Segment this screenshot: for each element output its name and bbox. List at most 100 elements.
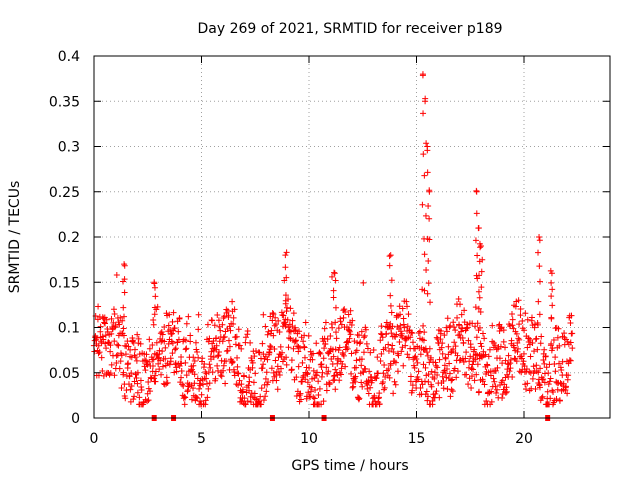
data-point <box>550 389 557 396</box>
data-point <box>150 321 157 328</box>
data-point <box>503 388 510 395</box>
data-point <box>414 359 421 366</box>
data-point <box>242 334 249 341</box>
data-point <box>545 381 552 388</box>
data-point <box>441 362 448 369</box>
data-point <box>515 297 522 304</box>
data-point <box>497 343 504 350</box>
data-point <box>120 369 127 376</box>
data-point <box>428 383 435 390</box>
data-point <box>440 385 447 392</box>
data-point <box>102 320 109 327</box>
data-point <box>346 335 353 342</box>
data-point <box>369 377 376 384</box>
data-point <box>113 271 120 278</box>
data-point <box>536 263 543 270</box>
data-point <box>554 334 561 341</box>
data-point <box>356 340 363 347</box>
data-point <box>162 344 169 351</box>
data-point <box>111 372 118 379</box>
data-point <box>439 350 446 357</box>
data-point <box>270 332 277 339</box>
data-point <box>434 371 441 378</box>
data-point <box>433 388 440 395</box>
data-point <box>426 215 433 222</box>
data-point <box>132 354 139 361</box>
data-point <box>492 367 499 374</box>
data-point <box>306 393 313 400</box>
data-point <box>338 321 345 328</box>
data-point <box>366 368 373 375</box>
data-point <box>327 332 334 339</box>
data-point <box>334 357 341 364</box>
data-point <box>489 322 496 329</box>
data-point <box>463 371 470 378</box>
data-point <box>272 314 279 321</box>
data-point <box>332 386 339 393</box>
data-point <box>202 397 209 404</box>
data-point <box>323 364 330 371</box>
data-point <box>508 310 515 317</box>
data-point <box>258 385 265 392</box>
data-point <box>172 345 179 352</box>
data-point <box>95 303 102 310</box>
data-point <box>258 401 265 408</box>
data-point <box>385 341 392 348</box>
data-point <box>251 390 258 397</box>
data-point <box>152 378 159 385</box>
data-point <box>568 312 575 319</box>
data-point <box>443 324 450 331</box>
data-point <box>358 356 365 363</box>
data-point <box>108 330 115 337</box>
data-point <box>548 340 555 347</box>
data-point <box>420 361 427 368</box>
data-point <box>209 369 216 376</box>
data-point <box>342 363 349 370</box>
data-point <box>532 385 539 392</box>
data-point <box>424 290 431 297</box>
data-point <box>213 342 220 349</box>
data-point <box>502 357 509 364</box>
data-point <box>567 339 574 346</box>
data-point <box>539 376 546 383</box>
data-point <box>195 311 202 318</box>
data-point <box>350 383 357 390</box>
data-point <box>107 370 114 377</box>
data-point <box>190 385 197 392</box>
data-point <box>457 301 464 308</box>
data-point <box>146 358 153 365</box>
data-point <box>250 379 257 386</box>
data-point <box>415 376 422 383</box>
data-point <box>198 391 205 398</box>
data-point <box>531 321 538 328</box>
data-point <box>330 294 337 301</box>
data-point <box>292 337 299 344</box>
data-point <box>339 361 346 368</box>
data-point <box>263 388 270 395</box>
data-point <box>508 337 515 344</box>
data-point <box>420 110 427 117</box>
data-point <box>204 394 211 401</box>
data-point <box>97 328 104 335</box>
data-point <box>159 348 166 355</box>
data-point <box>510 325 517 332</box>
data-point <box>248 355 255 362</box>
data-point <box>203 380 210 387</box>
data-point <box>277 343 284 350</box>
data-point <box>390 349 397 356</box>
data-point <box>556 360 563 367</box>
data-point <box>240 373 247 380</box>
data-point <box>400 315 407 322</box>
data-point <box>523 386 530 393</box>
data-point <box>558 366 565 373</box>
data-point <box>383 319 390 326</box>
data-point <box>279 349 286 356</box>
data-point <box>492 383 499 390</box>
data-point <box>183 345 190 352</box>
data-point <box>534 321 541 328</box>
data-point <box>195 354 202 361</box>
data-point <box>320 398 327 405</box>
data-point <box>338 365 345 372</box>
data-point <box>183 320 190 327</box>
data-point <box>405 354 412 361</box>
